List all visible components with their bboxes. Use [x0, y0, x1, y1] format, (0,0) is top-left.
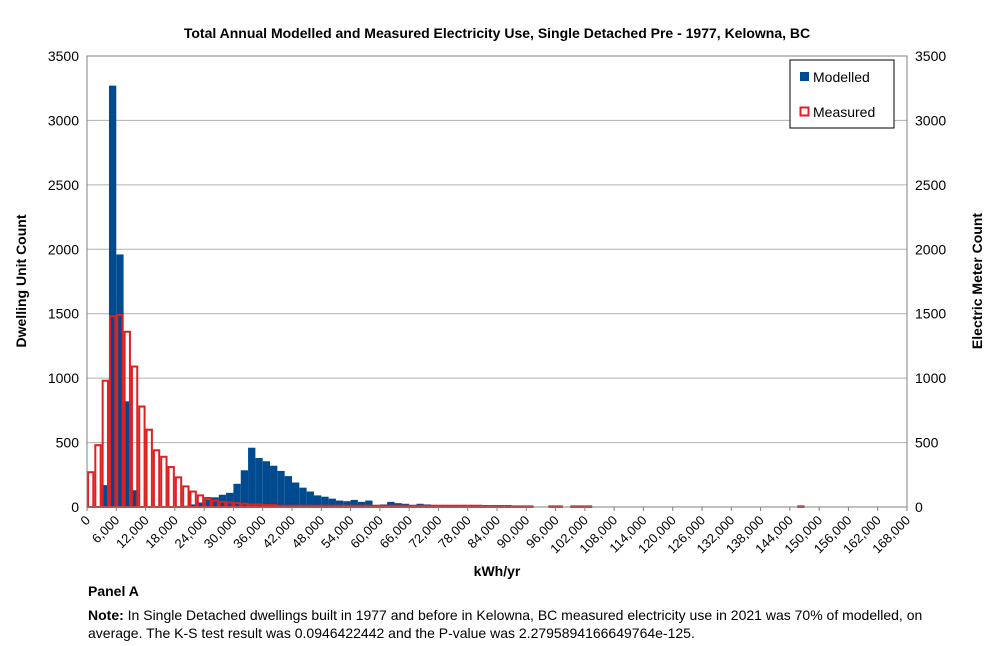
y-axis-right-ticks: 0 500 1000 1500 2000 2500 3000 3500 [915, 48, 946, 515]
modelled-bar-8 [196, 502, 205, 507]
y-tick-left-6: 3000 [48, 112, 79, 128]
x-tick-0: 0 [77, 513, 93, 529]
modelled-bar-26 [328, 498, 336, 507]
measured-series [87, 314, 805, 509]
modelled-bar-23 [306, 491, 314, 507]
y-tick-right-5: 2500 [915, 177, 946, 193]
y-tick-left-0: 0 [71, 499, 79, 515]
modelled-bar-4 [130, 490, 139, 507]
y-tick-right-7: 3500 [915, 48, 946, 64]
modelled-bar-15 [248, 447, 256, 507]
modelled-bar-20 [284, 476, 292, 507]
y-tick-right-4: 2000 [915, 241, 946, 257]
modelled-bar-13 [233, 483, 241, 507]
measured-bar-6 [130, 365, 139, 508]
modelled-bar-1 [108, 85, 117, 507]
legend-swatch-modelled [800, 72, 809, 81]
modelled-bar-3 [123, 401, 131, 507]
modelled-bar-27 [335, 500, 344, 507]
y-axis-left-ticks: 0 500 1000 1500 2000 2500 3000 3500 [48, 48, 79, 515]
y2-axis-label: Electric Meter Count [969, 213, 985, 349]
modelled-bar-31 [365, 500, 373, 507]
modelled-bar-30 [357, 501, 366, 507]
modelled-bar-29 [350, 499, 358, 507]
legend: Modelled Measured [789, 59, 895, 129]
modelled-bar-7 [189, 504, 197, 507]
y-tick-right-3: 1500 [915, 306, 946, 322]
modelled-bar-24 [313, 495, 322, 507]
y-axis-label: Dwelling Unit Count [13, 214, 29, 347]
plot-frame [86, 55, 908, 508]
measured-bar-10 [160, 455, 168, 509]
measured-bar-7 [138, 405, 146, 508]
modelled-bar-12 [226, 492, 234, 507]
chart-title: Total Annual Modelled and Measured Elect… [184, 25, 810, 41]
measured-bar-11 [167, 466, 175, 509]
y-tick-right-6: 3000 [915, 112, 946, 128]
measured-bar-13 [182, 485, 190, 508]
note-label: Note: [88, 607, 124, 623]
modelled-bar-19 [277, 470, 285, 507]
y-tick-left-3: 1500 [48, 306, 79, 322]
y-tick-left-5: 2500 [48, 177, 79, 193]
x-axis-label: kWh/yr [474, 563, 521, 579]
modelled-bar-0 [101, 485, 109, 507]
note-text: In Single Detached dwellings built in 19… [88, 607, 923, 641]
legend-label-measured: Measured [813, 104, 875, 120]
legend-label-modelled: Modelled [813, 69, 870, 85]
modelled-bar-28 [343, 501, 351, 507]
modelled-bar-22 [299, 487, 307, 507]
legend-swatch-measured [799, 106, 810, 117]
y-tick-left-2: 1000 [48, 370, 79, 386]
y-tick-left-4: 2000 [48, 241, 79, 257]
x-axis-ticks: 06,00012,00018,00024,00030,00036,00042,0… [77, 507, 913, 556]
panel-label: Panel A [88, 583, 139, 599]
modelled-bar-17 [262, 461, 271, 507]
modelled-bar-10 [211, 497, 219, 507]
modelled-bar-14 [240, 470, 249, 507]
modelled-bar-18 [270, 465, 278, 507]
histogram-chart: Total Annual Modelled and Measured Elect… [13, 25, 985, 579]
y-tick-right-1: 500 [915, 435, 939, 451]
y-tick-right-2: 1000 [915, 370, 946, 386]
y-tick-left-1: 500 [56, 435, 80, 451]
modelled-series [101, 85, 527, 507]
y-tick-right-0: 0 [915, 499, 923, 515]
measured-bar-0 [87, 471, 95, 508]
modelled-bar-34 [387, 501, 395, 507]
modelled-bar-25 [321, 496, 329, 507]
measured-bar-1 [94, 444, 102, 508]
chart-note: Note: In Single Detached dwellings built… [88, 606, 968, 642]
measured-bar-9 [152, 449, 161, 508]
legend-box [789, 59, 895, 129]
measured-bar-8 [145, 428, 153, 508]
measured-bar-12 [174, 476, 183, 508]
gridlines [87, 119, 907, 444]
modelled-bar-2 [116, 254, 124, 507]
modelled-bar-9 [204, 499, 212, 507]
y-tick-left-7: 3500 [48, 48, 79, 64]
modelled-bar-21 [292, 482, 300, 507]
modelled-bar-16 [255, 458, 263, 507]
